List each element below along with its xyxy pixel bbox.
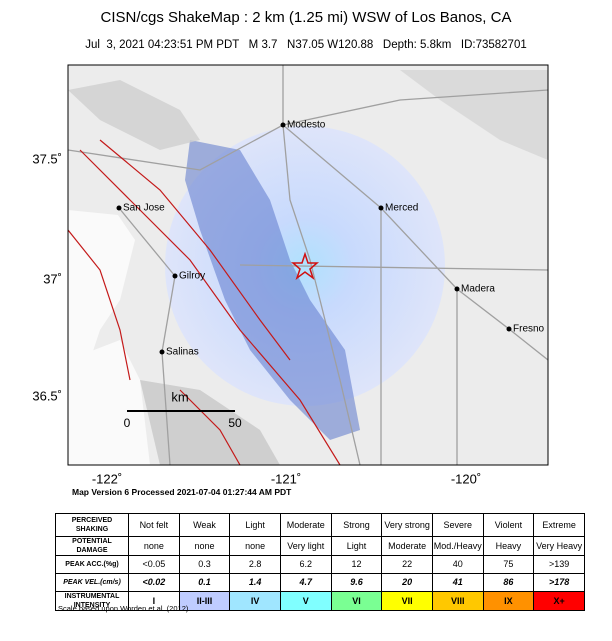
map-frame [67, 64, 549, 466]
legend-cell: VIII [431, 591, 484, 611]
bay-water [68, 210, 135, 380]
legend-cell: I [128, 591, 180, 611]
city-label: Madera [461, 284, 495, 295]
relief [68, 80, 200, 150]
legend-cell: Strong [330, 513, 383, 537]
legend-row: PERCEIVED SHAKING Not felt Weak Light Modera… [55, 513, 585, 537]
city-label: Modesto [287, 120, 326, 131]
lat-label: 37.5˚ [32, 151, 62, 166]
city-label: Salinas [166, 347, 199, 358]
legend-cell: V [279, 591, 332, 611]
scale-end: 50 [228, 416, 242, 430]
title: CISN/cgs ShakeMap : 2 km (1.25 mi) WSW o… [101, 9, 512, 26]
lon-label: -122˚ [92, 471, 122, 486]
legend-cell: VII [381, 591, 433, 611]
footnote: Scale based upon Worden et al. (2012) [58, 604, 189, 613]
legend-cell: 41 [431, 573, 484, 592]
legend-cell: 0.3 [178, 555, 231, 574]
legend-cell: 4.7 [279, 573, 332, 592]
city-dot [454, 286, 460, 292]
legend-cell: 75 [482, 555, 535, 574]
legend-cell: 40 [431, 555, 484, 574]
legend-cell: Moderate [381, 536, 433, 556]
legend-cell: 22 [381, 555, 433, 574]
legend-cell: Severe [431, 513, 484, 537]
relief [140, 380, 280, 465]
legend-cell: 20 [381, 573, 433, 592]
legend-cell: Extreme [533, 513, 585, 537]
legend-cell: Violent [482, 513, 535, 537]
legend-cell: none [128, 536, 180, 556]
legend-cell: Mod./Heavy [431, 536, 484, 556]
row-header: PEAK VEL.(cm/s) [55, 573, 129, 592]
legend-cell: 9.6 [330, 573, 383, 592]
lat-label: 36.5˚ [32, 388, 62, 403]
row-header: POTENTIAL DAMAGE [55, 536, 129, 556]
legend-cell: 1.4 [229, 573, 281, 592]
legend-cell: >139 [533, 555, 585, 574]
legend-cell: Weak [178, 513, 231, 537]
city-dot [116, 205, 122, 211]
legend-cell: 6.2 [279, 555, 332, 574]
city-dot [280, 122, 286, 128]
city-label: Merced [385, 203, 418, 214]
row-header: INSTRUMENTAL INTENSITY [55, 591, 129, 611]
legend-cell: Light [330, 536, 383, 556]
legend-cell: Not felt [128, 513, 180, 537]
legend-cell: 86 [482, 573, 535, 592]
legend-row: INSTRUMENTAL INTENSITY I II-III IV V VI VII VII… [55, 591, 585, 611]
city-dot [159, 349, 165, 355]
legend-cell: Moderate [279, 513, 332, 537]
legend-row: POTENTIAL DAMAGE none none none Very light Li… [55, 536, 585, 556]
legend-cell: IX [482, 591, 535, 611]
mountain-relief [185, 140, 360, 440]
legend-cell: IV [229, 591, 281, 611]
legend-cell: VI [330, 591, 383, 611]
lat-label: 37˚ [43, 271, 62, 286]
city-dot [172, 273, 178, 279]
legend-cell: II-III [178, 591, 231, 611]
legend-cell: 2.8 [229, 555, 281, 574]
legend-cell: <0.02 [128, 573, 180, 592]
legend-cell: X+ [533, 591, 585, 611]
legend-cell: Heavy [482, 536, 535, 556]
lon-label: -121˚ [271, 471, 301, 486]
city-label: Fresno [513, 324, 545, 335]
city-label: San Jose [123, 203, 165, 214]
map-figure: CISN/cgs ShakeMap : 2 km (1.25 mi) WSW o… [32, 9, 549, 486]
legend-row: PEAK ACC.(%g) <0.05 0.3 2.8 6.2 12 22 40 75 >139 [55, 555, 585, 574]
row-header: PERCEIVED SHAKING [55, 513, 129, 537]
map-version: Map Version 6 Processed 2021-07-04 01:27… [72, 487, 292, 497]
city-dot [506, 326, 512, 332]
city-dot [378, 205, 384, 211]
legend-cell: Very Heavy [533, 536, 585, 556]
legend-cell: <0.05 [128, 555, 180, 574]
legend-cell: 0.1 [178, 573, 231, 592]
lon-label: -120˚ [451, 471, 481, 486]
row-header: PEAK ACC.(%g) [55, 555, 129, 574]
legend-cell: Very strong [381, 513, 433, 537]
legend-cell: Light [229, 513, 281, 537]
legend-cell: >178 [533, 573, 585, 592]
city-label: Gilroy [179, 271, 205, 282]
scale-start: 0 [124, 416, 131, 430]
faults [68, 139, 341, 465]
legend-cell: none [229, 536, 281, 556]
legend-cell: 12 [330, 555, 383, 574]
legend-row: PEAK VEL.(cm/s) <0.02 0.1 1.4 4.7 9.6 20 41 86 >1… [55, 573, 585, 592]
scale-unit: km [171, 389, 188, 404]
legend-cell: none [178, 536, 231, 556]
intensity-legend: PERCEIVED SHAKING Not felt Weak Light Modera… [55, 513, 585, 611]
epicenter [290, 251, 320, 281]
subtitle: Jul 3, 2021 04:23:51 PM PDT M 3.7 N37.05… [85, 39, 527, 51]
ocean [68, 340, 150, 465]
legend-cell: Very light [279, 536, 332, 556]
